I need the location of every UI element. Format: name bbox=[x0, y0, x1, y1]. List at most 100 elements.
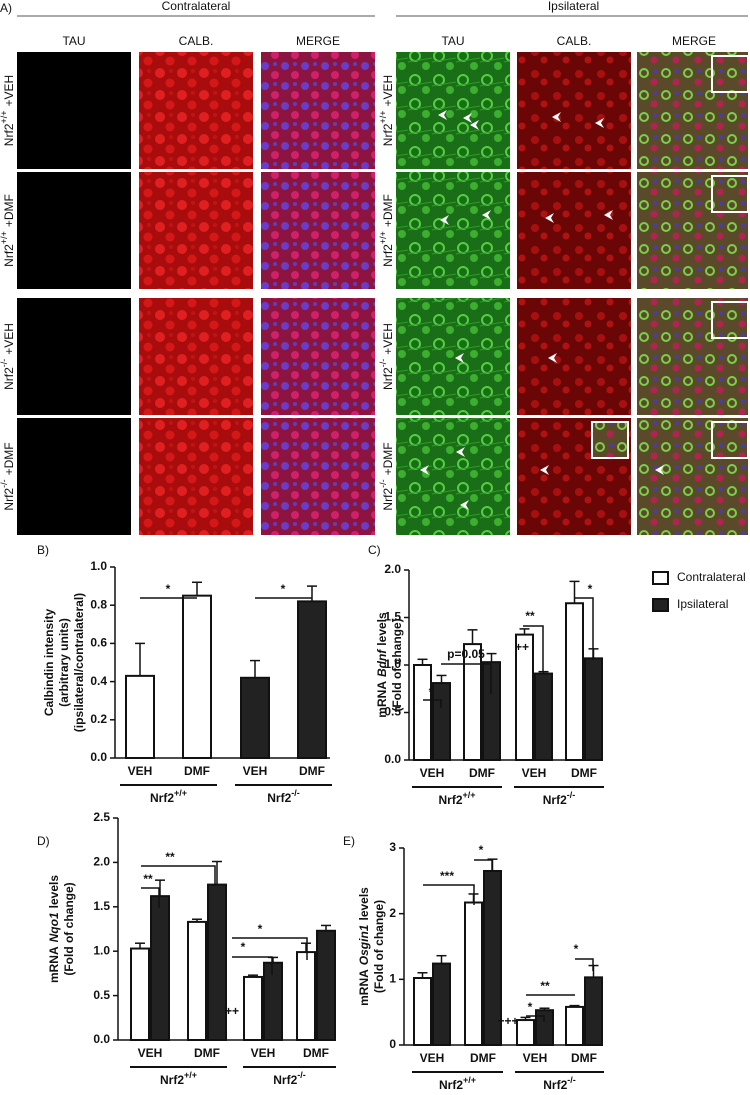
arrowhead bbox=[438, 110, 447, 120]
significance-label: p=0.05 bbox=[447, 647, 485, 661]
significance-bracket bbox=[575, 597, 594, 660]
micrograph bbox=[17, 52, 131, 169]
y-label-suffix: levels bbox=[47, 875, 61, 909]
y-tick-label: 1.5 bbox=[384, 610, 401, 624]
y-axis-label: (arbitrary units) bbox=[57, 618, 71, 707]
bar bbox=[464, 901, 483, 1047]
arrowhead bbox=[545, 213, 554, 223]
micrograph bbox=[517, 172, 631, 289]
significance-label: ** bbox=[143, 872, 153, 886]
group-label: Nrf2+/+ bbox=[150, 788, 187, 805]
x-tick-label: DMF bbox=[194, 1046, 220, 1060]
group-name: Nrf2 bbox=[438, 793, 462, 807]
arrowhead bbox=[440, 215, 449, 225]
column-label: MERGE bbox=[296, 34, 340, 48]
significance-label: * bbox=[281, 582, 286, 596]
column-label: TAU bbox=[62, 34, 85, 48]
group-label: Nrf2-/- bbox=[543, 1075, 576, 1090]
significance-label: * bbox=[528, 1000, 533, 1014]
significance-label: * bbox=[574, 942, 579, 956]
y-label-prefix: mRNA bbox=[357, 969, 371, 1006]
panel-label: A) bbox=[0, 1, 12, 15]
group-name: Nrf2 bbox=[267, 791, 291, 805]
micrograph bbox=[17, 418, 131, 535]
group-genotype: +/+ bbox=[463, 1075, 476, 1085]
panel-label: B) bbox=[37, 543, 49, 557]
arrowhead bbox=[456, 447, 465, 457]
y-tick-label: 0.0 bbox=[90, 750, 107, 764]
bar bbox=[130, 947, 150, 1042]
row-genotype: -/- bbox=[378, 479, 388, 488]
y-label-suffix: levels bbox=[357, 887, 371, 921]
group-name: Nrf2 bbox=[543, 1078, 567, 1090]
row-label: Nrf2-/- +VEH bbox=[0, 323, 16, 390]
arrowhead bbox=[463, 113, 472, 123]
row-genotype: +/+ bbox=[378, 231, 388, 244]
group-name: Nrf2 bbox=[543, 793, 567, 807]
micrograph bbox=[517, 298, 631, 415]
arrowhead bbox=[420, 465, 429, 475]
y-tick-label: 0.5 bbox=[93, 988, 110, 1002]
row-gene: Nrf2 bbox=[2, 367, 16, 390]
y-tick-label: 0.8 bbox=[90, 597, 107, 611]
group-name: Nrf2 bbox=[150, 791, 174, 805]
y-tick-label: 2.0 bbox=[93, 855, 110, 869]
bar bbox=[515, 633, 534, 761]
bar bbox=[584, 976, 603, 1047]
bar bbox=[565, 602, 584, 761]
bar bbox=[243, 975, 263, 1042]
row-gene: Nrf2 bbox=[2, 123, 16, 146]
micrograph bbox=[261, 172, 375, 289]
x-tick-label: VEH bbox=[251, 1046, 276, 1060]
row-treatment: +DMF bbox=[381, 194, 395, 227]
micrograph bbox=[396, 298, 510, 415]
significance-label: *** bbox=[440, 869, 454, 883]
y-axis-label: mRNA Osgin1 levels bbox=[357, 887, 371, 1006]
micrograph bbox=[139, 418, 253, 535]
micrograph bbox=[396, 172, 510, 289]
row-label: Nrf2+/+ +DMF bbox=[378, 194, 395, 267]
micrograph bbox=[396, 418, 510, 535]
y-axis-label: mRNA Bdnf levels bbox=[375, 612, 389, 718]
group-label: Nrf2+/+ bbox=[439, 1075, 476, 1090]
row-gene: Nrf2 bbox=[2, 244, 16, 267]
column-label: MERGE bbox=[672, 34, 716, 48]
inset bbox=[711, 421, 749, 459]
y-label-suffix: levels bbox=[375, 612, 389, 646]
significance-label: * bbox=[429, 685, 434, 699]
arrowhead bbox=[548, 353, 557, 363]
side-title: Contralateral bbox=[162, 0, 231, 13]
y-axis-label: mRNA Nqo1 levels bbox=[47, 875, 61, 983]
row-genotype: +/+ bbox=[378, 111, 388, 124]
group-genotype: -/- bbox=[291, 788, 300, 798]
row-label: Nrf2+/+ +VEH bbox=[0, 75, 16, 146]
arrowhead bbox=[655, 465, 664, 475]
significance-bracket bbox=[232, 937, 308, 960]
x-tick-label: DMF bbox=[299, 764, 325, 778]
arrowhead bbox=[455, 353, 464, 363]
significance-bracket bbox=[523, 625, 544, 671]
x-tick-label: VEH bbox=[420, 1051, 445, 1065]
row-genotype: -/- bbox=[0, 359, 9, 368]
y-tick-label: 0.4 bbox=[90, 674, 107, 688]
inset bbox=[591, 421, 629, 459]
row-label: Nrf2+/+ +DMF bbox=[0, 194, 16, 267]
legend-label: Ipsilateral bbox=[677, 597, 728, 611]
micrograph bbox=[139, 172, 253, 289]
group-genotype: +/+ bbox=[184, 1070, 197, 1080]
x-tick-label: DMF bbox=[470, 1051, 496, 1065]
bar bbox=[187, 920, 207, 1041]
micrograph bbox=[396, 52, 510, 169]
bar bbox=[565, 1005, 584, 1046]
significance-bracket bbox=[141, 865, 216, 886]
row-genotype: +/+ bbox=[0, 111, 9, 124]
x-tick-label: DMF bbox=[303, 1046, 329, 1060]
arrowhead bbox=[595, 118, 604, 128]
legend-label: Contralateral bbox=[677, 570, 746, 584]
row-gene: Nrf2 bbox=[2, 488, 16, 511]
x-tick-label: VEH bbox=[243, 764, 268, 778]
arrowhead bbox=[470, 120, 479, 130]
y-tick-label: 3 bbox=[389, 840, 396, 854]
significance-bracket bbox=[474, 859, 493, 870]
arrowhead bbox=[460, 500, 469, 510]
